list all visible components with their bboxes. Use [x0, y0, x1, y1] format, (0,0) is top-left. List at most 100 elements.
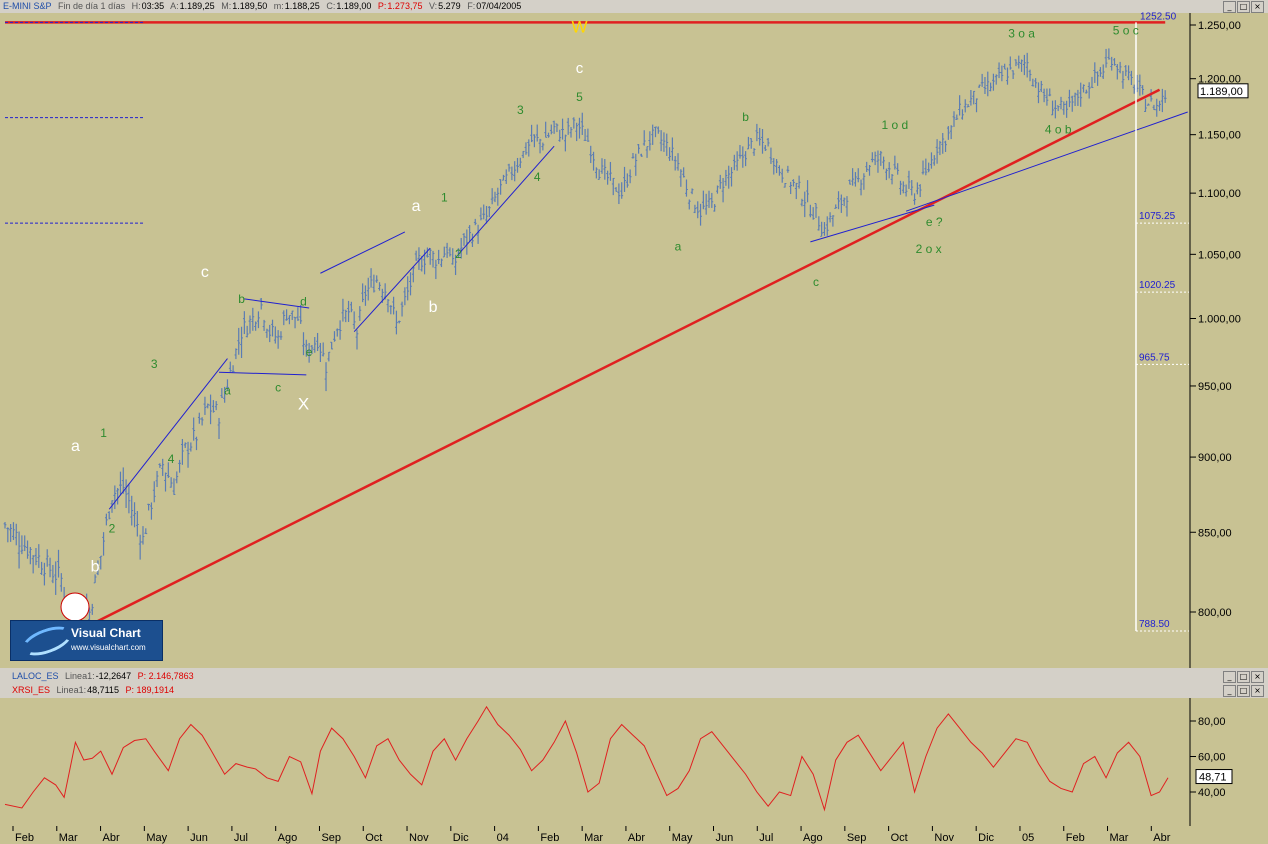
indicator1-series: Linea1: [65, 671, 95, 681]
indicator2-close-button[interactable]: × [1251, 685, 1264, 697]
wave-label: c [201, 264, 209, 281]
wave-label: b [91, 559, 100, 576]
m-label: M: [221, 1, 232, 11]
wave-label: W [571, 17, 587, 36]
indicator1-close-button[interactable]: × [1251, 671, 1264, 683]
low-marker-circle [60, 592, 90, 622]
c-label: C: [326, 1, 336, 11]
indicator1-window-buttons: _ □ × [1223, 671, 1264, 683]
indicator2-minimize-button[interactable]: _ [1223, 685, 1236, 697]
time-tick-label: 04 [497, 832, 509, 844]
wave-label: 4 [168, 452, 175, 466]
price-tick-label: 1.100,00 [1198, 188, 1241, 200]
minimize-button[interactable]: _ [1223, 1, 1236, 13]
main-window-buttons: _ □ × [1223, 1, 1264, 13]
price-tick-label: 800,00 [1198, 607, 1232, 619]
time-tick-label: Ago [803, 832, 823, 844]
wave-label: 3 [151, 357, 158, 371]
v-value: 5.279 [438, 1, 461, 11]
price-tick-label: 950,00 [1198, 381, 1232, 393]
time-tick-label: Dic [453, 832, 469, 844]
logo-url: www.visualchart.com [71, 643, 146, 652]
fib-level-label: 1020.25 [1139, 280, 1176, 291]
wave-label: 1 [441, 191, 448, 205]
logo-title: Visual Chart [71, 626, 141, 640]
time-tick-label: Feb [540, 832, 559, 844]
wave-label: 4 [534, 170, 541, 184]
min-label: m: [273, 1, 284, 11]
time-tick-label: Feb [15, 832, 34, 844]
indicator1-p: P: 2.146,7863 [137, 671, 194, 681]
wave-label: b [238, 292, 245, 306]
maximize-button[interactable]: □ [1237, 1, 1250, 13]
price-tick-label: 1.250,00 [1198, 20, 1241, 32]
close-button[interactable]: × [1251, 1, 1264, 13]
indicator1-maximize-button[interactable]: □ [1237, 671, 1250, 683]
h-value: 03:35 [141, 1, 165, 11]
c-value: 1.189,00 [336, 1, 372, 11]
rsi-pane[interactable] [0, 698, 1190, 826]
time-tick-label: Feb [1066, 832, 1085, 844]
visual-chart-logo: Visual Chart www.visualchart.com [10, 620, 163, 662]
logo-swoosh-icon [18, 620, 76, 662]
indicator2-series: Linea1: [56, 685, 87, 695]
wave-label: 2 o x [916, 242, 942, 256]
time-tick-label: May [672, 832, 693, 844]
time-tick-label: Sep [847, 832, 867, 844]
time-tick-label: Jul [759, 832, 773, 844]
time-tick-label: Jun [715, 832, 733, 844]
indicator2-maximize-button[interactable]: □ [1237, 685, 1250, 697]
rsi-series-line [4, 705, 1169, 812]
time-tick-label: May [146, 832, 167, 844]
wave-label: 3 [517, 103, 524, 117]
rsi-line [4, 705, 1169, 812]
price-pane[interactable] [0, 13, 1190, 668]
wave-label: 1 [100, 426, 107, 440]
indicator1-value: -12,2647 [95, 671, 132, 681]
indicator1-name: LALOC_ES [12, 671, 59, 681]
wave-label: a [224, 383, 231, 397]
instrument-name: E-MINI S&P [3, 1, 52, 11]
trend-line [88, 88, 1161, 627]
time-tick-label: Abr [103, 832, 120, 844]
channel-line [810, 204, 935, 243]
fib-level-label: 1075.25 [1139, 211, 1176, 222]
wave-label: 4 o b [1045, 123, 1072, 137]
p-value: 1.273,75 [387, 1, 423, 11]
time-axis[interactable] [0, 826, 1268, 844]
rsi-last-label: 48,71 [1199, 772, 1227, 784]
rsi-axis[interactable] [1190, 698, 1268, 826]
wave-label: e [306, 345, 313, 359]
wave-label: a [412, 198, 421, 215]
wave-label: d [300, 294, 307, 308]
wave-label: X [298, 395, 309, 414]
fib-top-label: 1252.50 [1140, 11, 1177, 22]
time-tick-label: Sep [321, 832, 341, 844]
price-axis[interactable] [1190, 13, 1268, 668]
channel-line [353, 247, 431, 333]
min-value: 1.188,25 [284, 1, 320, 11]
f-label: F: [467, 1, 476, 11]
time-tick-label: Mar [584, 832, 603, 844]
fib-level-label: 965.75 [1139, 352, 1170, 363]
a-label: A: [170, 1, 179, 11]
wave-label: b [429, 299, 438, 316]
time-tick-label: Abr [628, 832, 645, 844]
rsi-last-box [1195, 769, 1233, 785]
time-tick-label: Abr [1153, 832, 1170, 844]
m-value: 1.189,50 [232, 1, 268, 11]
indicator1-header: LALOC_ES Linea1:-12,2647 P: 2.146,7863 _… [0, 670, 1268, 683]
rsi-tick-label: 60,00 [1198, 752, 1226, 764]
time-tick-label: Nov [409, 832, 429, 844]
indicator2-value: 48,7115 [87, 685, 119, 695]
time-tick-label: Dic [978, 832, 994, 844]
wave-label: 5 [576, 90, 583, 104]
channel-line [458, 145, 555, 255]
price-tick-label: 1.200,00 [1198, 74, 1241, 86]
indicator1-minimize-button[interactable]: _ [1223, 671, 1236, 683]
time-tick-label: Ago [278, 832, 298, 844]
last-price-label: 1.189,00 [1200, 86, 1243, 98]
channel-line [108, 358, 228, 510]
time-tick-label: Oct [891, 832, 908, 844]
v-label: V: [428, 1, 438, 11]
